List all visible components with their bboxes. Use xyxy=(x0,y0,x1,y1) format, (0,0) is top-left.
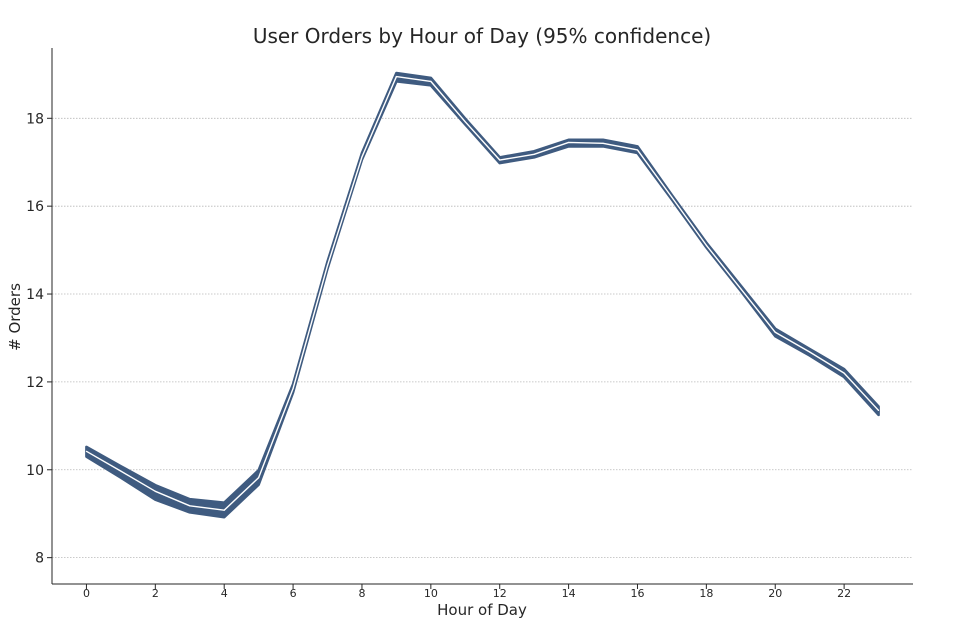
mean-point-hour-11 xyxy=(464,121,466,123)
mean-point-hour-0 xyxy=(85,450,88,452)
mean-point-hour-17 xyxy=(671,196,673,198)
x-tick-label-8: 8 xyxy=(358,587,365,600)
mean-point-hour-5 xyxy=(258,477,260,479)
chart-title: User Orders by Hour of Day (95% confiden… xyxy=(253,24,711,48)
mean-point-hour-2 xyxy=(154,490,156,492)
y-tick-label-14: 14 xyxy=(26,287,44,303)
x-tick-label-20: 20 xyxy=(768,587,782,600)
x-axis-label: Hour of Day xyxy=(437,601,527,619)
mean-point-hour-3 xyxy=(189,505,191,507)
y-tick-label-18: 18 xyxy=(26,111,44,127)
mean-point-hour-20 xyxy=(774,331,776,333)
mean-point-hour-7 xyxy=(326,264,329,267)
mean-point-hour-12 xyxy=(499,159,501,161)
confidence-band xyxy=(85,71,880,519)
x-tick-label-12: 12 xyxy=(493,587,507,600)
x-tick-label-10: 10 xyxy=(424,587,438,600)
mean-line xyxy=(86,75,880,511)
mean-point-hour-10 xyxy=(430,80,432,82)
gridlines xyxy=(52,117,913,559)
x-tick-label-14: 14 xyxy=(562,587,576,600)
mean-point-hour-23 xyxy=(877,409,880,412)
y-axis-label: # Orders xyxy=(6,283,24,351)
x-tick-label-16: 16 xyxy=(630,587,644,600)
mean-point-hour-22 xyxy=(843,372,845,374)
y-tick-label-12: 12 xyxy=(26,375,44,391)
y-tick-label-16: 16 xyxy=(26,199,44,215)
x-tick-label-6: 6 xyxy=(290,587,297,600)
x-tick-label-18: 18 xyxy=(699,587,713,600)
mean-point-hour-1 xyxy=(120,470,122,472)
mean-point-hour-21 xyxy=(809,351,811,353)
x-axis-ticks: 0 2 4 6 8 10 12 14 16 18 20 22 xyxy=(83,584,851,600)
y-tick-label-10: 10 xyxy=(26,463,44,479)
mean-point-hour-9 xyxy=(395,75,397,78)
y-axis-ticks: 8 10 12 14 16 18 xyxy=(26,111,52,567)
mean-point-hour-14 xyxy=(568,141,570,144)
mean-point-hour-13 xyxy=(533,153,535,155)
confidence-band-layer xyxy=(85,71,880,519)
x-tick-label-4: 4 xyxy=(221,587,228,600)
mean-point-hour-19 xyxy=(740,288,742,290)
mean-point-hour-15 xyxy=(602,142,604,144)
mean-point-hour-4 xyxy=(223,509,225,511)
x-tick-label-0: 0 xyxy=(83,587,90,600)
x-tick-label-22: 22 xyxy=(837,587,851,600)
x-tick-label-2: 2 xyxy=(152,587,159,600)
mean-point-hour-16 xyxy=(636,149,639,151)
mean-point-hour-6 xyxy=(292,387,294,390)
mean-point-hour-8 xyxy=(361,156,363,158)
mean-point-hour-18 xyxy=(705,244,707,246)
y-tick-label-8: 8 xyxy=(35,551,44,567)
mean-line-layer xyxy=(85,75,880,511)
